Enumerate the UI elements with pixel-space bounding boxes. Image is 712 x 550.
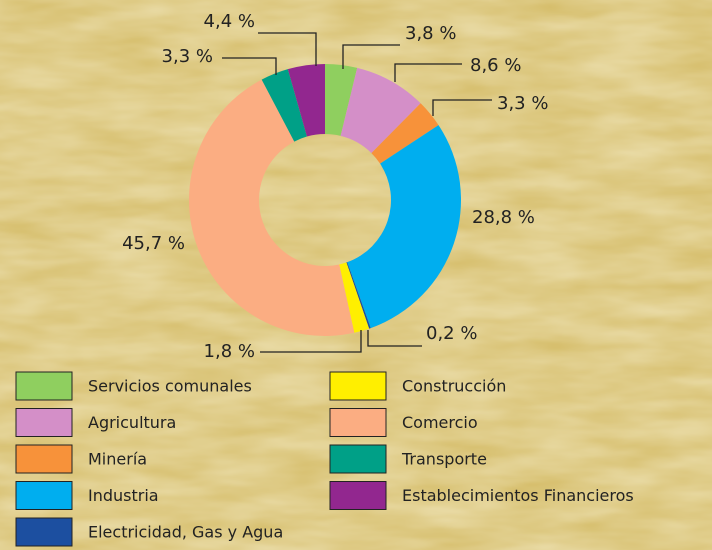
legend-swatch xyxy=(15,481,73,510)
data-label: 4,4 % xyxy=(204,11,255,32)
leader-line xyxy=(394,63,462,82)
donut-slice xyxy=(339,262,370,333)
leader-line xyxy=(260,330,362,353)
legend-label: Establecimientos Financieros xyxy=(402,486,634,505)
donut-slice xyxy=(347,125,462,329)
legend-swatch xyxy=(329,481,387,510)
donut-slice xyxy=(340,67,421,154)
data-label: 1,8 % xyxy=(204,341,255,362)
data-label: 45,7 % xyxy=(122,233,185,254)
legend-swatch xyxy=(329,444,387,474)
data-label: 3,8 % xyxy=(405,23,456,44)
legend-label: Servicios comunales xyxy=(88,377,252,396)
legend-label: Transporte xyxy=(401,450,487,469)
donut-slice xyxy=(325,64,358,136)
legend-label: Agricultura xyxy=(88,413,176,432)
legend-swatch xyxy=(15,371,73,401)
leader-line xyxy=(342,44,400,69)
legend-swatch xyxy=(329,371,387,401)
donut-slice xyxy=(371,103,439,164)
data-label: 3,3 % xyxy=(162,46,213,67)
legend-swatch xyxy=(15,444,73,474)
legend-label: Minería xyxy=(88,450,147,469)
leader-line xyxy=(222,57,277,75)
leader-line xyxy=(432,99,492,116)
legend-swatch xyxy=(329,408,387,437)
data-label: 0,2 % xyxy=(426,323,477,344)
data-label: 3,3 % xyxy=(497,93,548,114)
leader-line xyxy=(367,330,422,347)
legend-label: Industria xyxy=(88,486,159,505)
donut-slice xyxy=(346,262,371,329)
leader-line xyxy=(258,32,317,66)
donut-slice xyxy=(287,64,325,137)
legend-label: Comercio xyxy=(402,413,478,432)
data-label: 8,6 % xyxy=(470,55,521,76)
legend-swatch xyxy=(15,408,73,437)
legend-label: Electricidad, Gas y Agua xyxy=(88,523,283,542)
legend-label: Construcción xyxy=(402,377,506,396)
donut-slice xyxy=(188,79,355,337)
data-label: 28,8 % xyxy=(472,207,535,228)
legend-swatch xyxy=(15,517,73,547)
donut-slice xyxy=(261,69,307,142)
